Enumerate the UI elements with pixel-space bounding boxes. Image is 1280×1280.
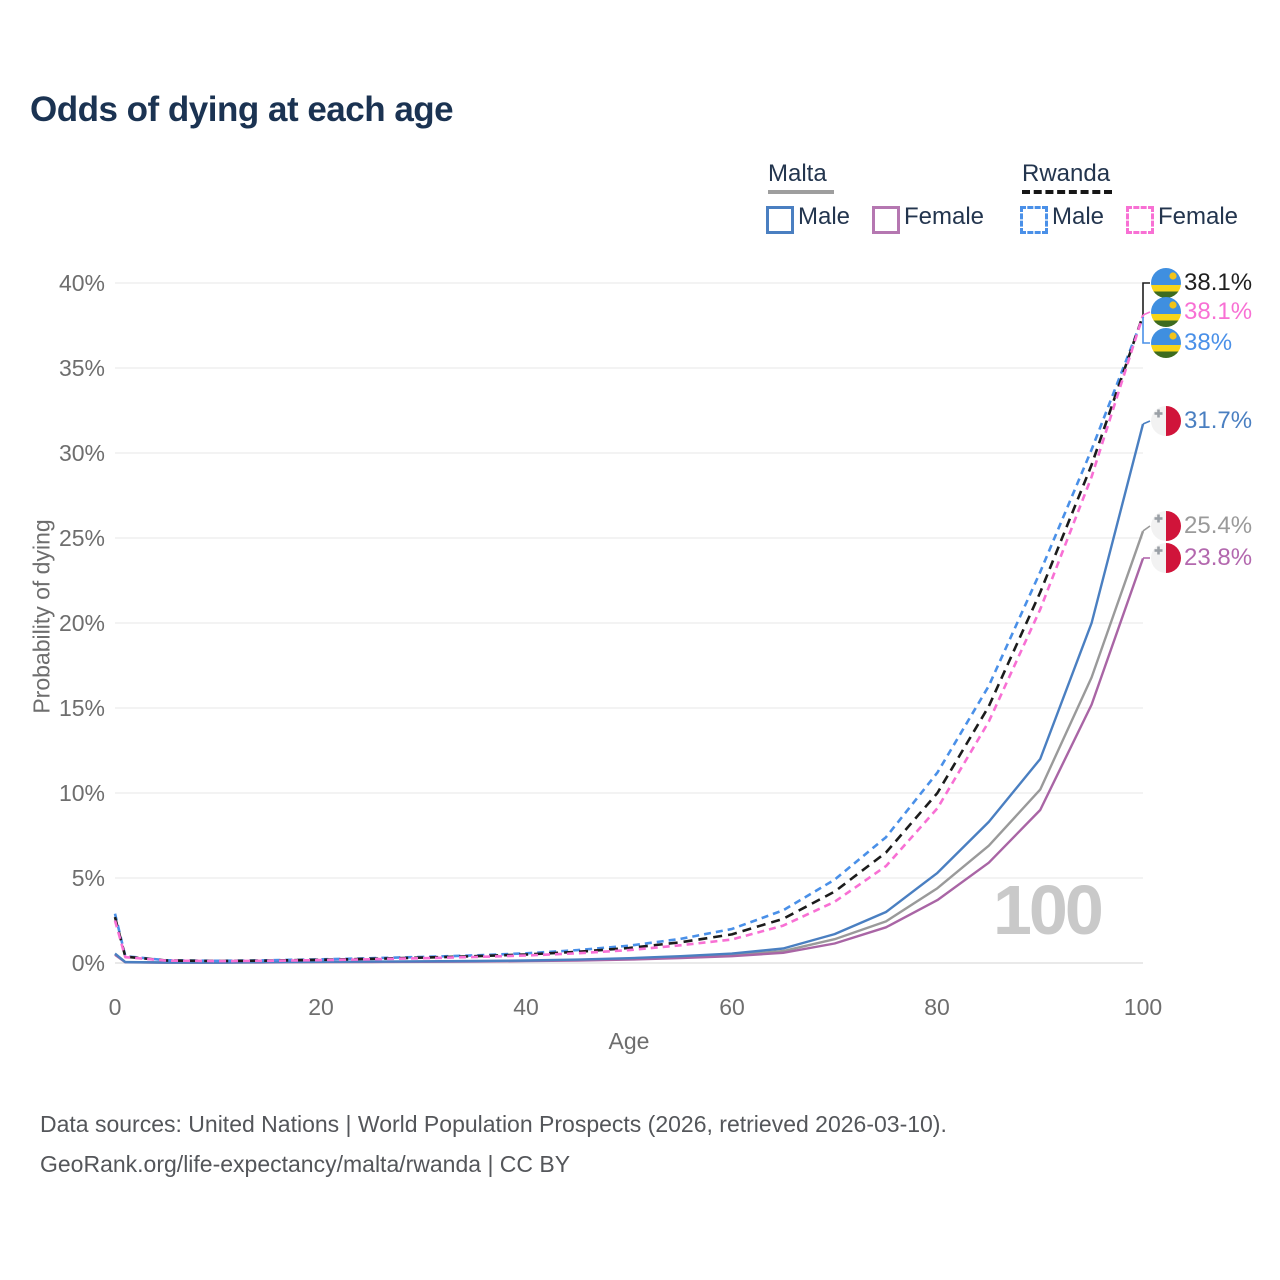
legend-label-malta-male[interactable]: Male: [798, 203, 851, 230]
end-label-rwanda-female: 38.1%: [1184, 298, 1253, 325]
legend-country-rwanda[interactable]: Rwanda: [1022, 160, 1111, 187]
legend-label-rwanda-female[interactable]: Female: [1158, 203, 1239, 230]
end-label-malta-female: 23.8%: [1184, 544, 1253, 571]
rwanda-flag-icon: [1151, 297, 1181, 327]
x-tick-label: 40: [513, 994, 539, 1020]
y-tick-label: 25%: [58, 525, 105, 551]
gridlines: [115, 282, 1143, 964]
x-axis-title: Age: [608, 1028, 650, 1054]
malta-flag-icon: [1151, 543, 1181, 573]
line-rwanda-male[interactable]: [113, 316, 1145, 963]
x-tick-label: 20: [308, 994, 334, 1020]
y-tick-label: 10%: [58, 780, 105, 806]
rwanda-flag-icon: [1151, 328, 1181, 358]
malta-flag-icon: [1151, 406, 1181, 436]
legend-rwanda-line-swatch: [1022, 190, 1112, 194]
footer-attribution: Data sources: United Nations | World Pop…: [40, 1104, 947, 1184]
end-label-malta-both: 25.4%: [1184, 512, 1253, 539]
y-tick-label: 15%: [58, 695, 105, 721]
legend-label-malta-female[interactable]: Female: [904, 203, 985, 230]
label-connector-rwanda-both: [1142, 282, 1150, 315]
x-tick-label: 80: [924, 994, 950, 1020]
end-label-rwanda-male: 38%: [1184, 329, 1233, 356]
malta-flag-icon: [1151, 511, 1181, 541]
rwanda-flag-icon: [1151, 268, 1181, 298]
y-tick-label: 35%: [58, 355, 105, 381]
y-tick-label: 5%: [71, 865, 105, 891]
line-malta-both[interactable]: [114, 530, 1145, 964]
page-title: Odds of dying at each age: [30, 90, 454, 129]
end-label-malta-male: 31.7%: [1184, 407, 1253, 434]
y-tick-label: 20%: [58, 610, 105, 636]
legend-country-malta[interactable]: Malta: [768, 160, 827, 187]
legend-malta-line-swatch: [768, 190, 834, 194]
footer-data-sources: Data sources: United Nations | World Pop…: [40, 1111, 947, 1137]
x-tick-label: 60: [719, 994, 745, 1020]
legend-swatch-malta-female[interactable]: [872, 206, 900, 234]
legend-swatch-malta-male[interactable]: [766, 206, 794, 234]
end-label-rwanda-both: 38.1%: [1184, 269, 1253, 296]
label-connector-malta-male: [1142, 420, 1151, 425]
label-connector-rwanda-male: [1142, 317, 1150, 344]
line-malta-female[interactable]: [114, 558, 1145, 964]
legend-label-rwanda-male[interactable]: Male: [1052, 203, 1105, 230]
footer-license: GeoRank.org/life-expectancy/malta/rwanda…: [40, 1151, 571, 1177]
label-connector-rwanda-female: [1142, 311, 1151, 316]
label-connector-malta-both: [1142, 525, 1151, 532]
y-tick-label: 0%: [71, 950, 105, 976]
y-tick-label: 30%: [58, 440, 105, 466]
label-connectors: [1142, 282, 1151, 559]
legend-swatch-rwanda-female[interactable]: [1126, 206, 1154, 234]
y-tick-label: 40%: [58, 270, 105, 296]
x-tick-label: 0: [108, 994, 122, 1020]
line-malta-male[interactable]: [114, 423, 1145, 964]
line-rwanda-female[interactable]: [113, 314, 1145, 963]
age-watermark: 100: [993, 871, 1104, 949]
x-tick-label: 100: [1123, 994, 1163, 1020]
legend-swatch-rwanda-male[interactable]: [1020, 206, 1048, 234]
